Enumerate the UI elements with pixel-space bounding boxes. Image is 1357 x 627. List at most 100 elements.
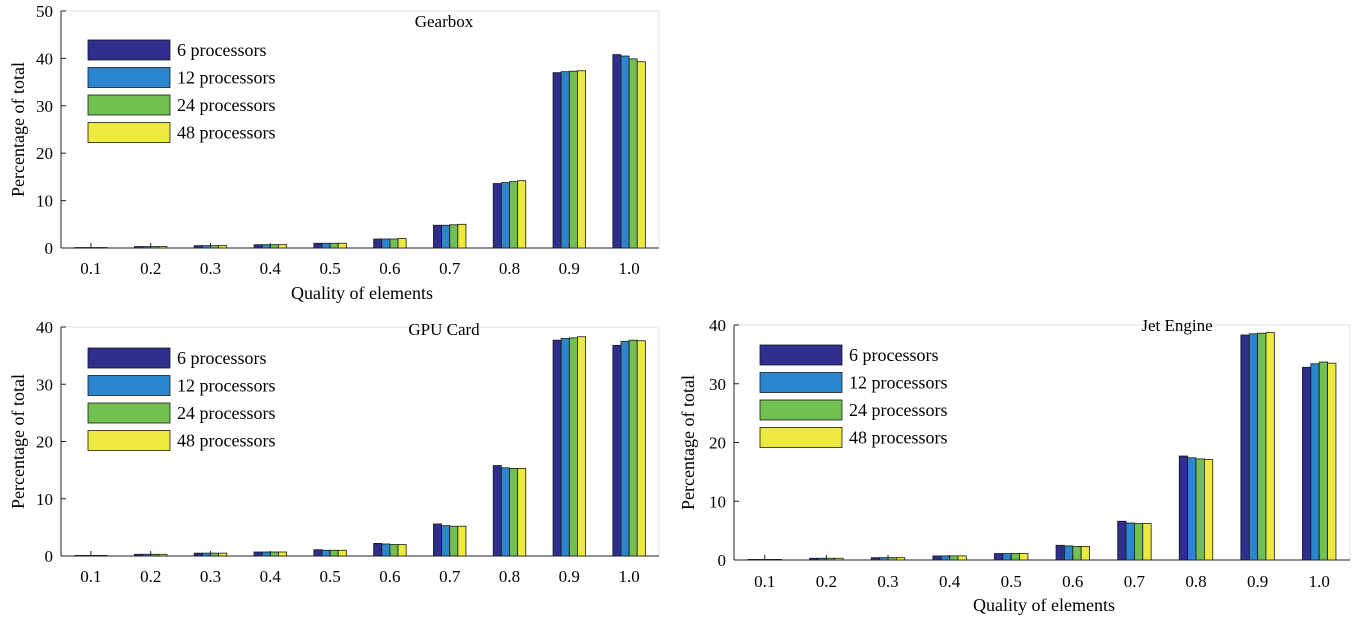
x-tick-label: 0.3 — [200, 567, 221, 586]
bar — [509, 468, 519, 557]
bar — [1064, 545, 1074, 561]
x-tick-label: 0.5 — [319, 259, 340, 278]
bar — [313, 242, 323, 249]
bar — [1203, 459, 1214, 561]
legend-swatch — [759, 427, 843, 448]
bar — [1019, 553, 1029, 561]
bar — [620, 340, 630, 557]
x-tick-label: 0.2 — [816, 572, 837, 591]
x-tick-label: 0.9 — [559, 259, 580, 278]
bar — [552, 339, 562, 557]
bar — [834, 557, 844, 561]
bar — [879, 557, 889, 561]
y-tick-label: 30 — [709, 375, 726, 394]
bar — [1010, 553, 1020, 561]
y-tick-label: 30 — [36, 375, 53, 394]
bar — [509, 181, 519, 249]
bar — [560, 338, 570, 557]
y-axis-label: Percentage of total — [678, 375, 698, 510]
x-tick-label: 1.0 — [1309, 572, 1330, 591]
bar — [628, 339, 638, 557]
bar — [90, 247, 100, 249]
bar — [433, 224, 442, 249]
bar — [389, 238, 399, 249]
bar — [210, 245, 220, 249]
gpu-card-chart-svg: 0 10 20 30 40 0.1 0.2 0.3 0.4 0.5 0.6 0.7 0.8 0.9 1.0 G… — [8, 318, 660, 586]
x-tick-label: 0.3 — [200, 259, 221, 278]
gearbox-chart: 0 10 20 30 40 50 0.1 0.2 0.3 0.4 0.5 0.6 0.7 0.8 0.9 1.… — [0, 0, 680, 310]
x-tick-label: 0.6 — [379, 259, 400, 278]
bar — [500, 467, 510, 557]
bar — [552, 72, 562, 249]
legend-label: 48 processors — [177, 123, 275, 143]
bar — [612, 344, 622, 557]
bar — [253, 551, 263, 557]
bar — [1178, 455, 1189, 561]
bar — [269, 551, 279, 557]
bar — [261, 551, 271, 557]
bar — [870, 557, 881, 561]
bar — [457, 223, 467, 249]
bar — [1072, 546, 1082, 561]
bar — [82, 247, 92, 249]
bar — [98, 555, 108, 557]
bar — [218, 245, 228, 249]
bar — [895, 557, 906, 561]
y-tick-label: 10 — [36, 192, 53, 211]
bar — [994, 553, 1004, 561]
bar — [1265, 332, 1275, 561]
gearbox-chart-svg: 0 10 20 30 40 50 0.1 0.2 0.3 0.4 0.5 0.6 0.7 0.8 0.9 1.… — [8, 2, 660, 303]
bar — [1310, 363, 1320, 561]
bar — [747, 559, 757, 561]
y-tick-label: 0 — [45, 239, 54, 258]
x-tick-label: 0.5 — [1001, 572, 1022, 591]
bar — [577, 336, 586, 557]
legend-swatch — [759, 344, 843, 366]
x-tick-label: 0.7 — [439, 259, 461, 278]
legend-label: 6 processors — [177, 40, 266, 60]
legend-swatch — [87, 39, 171, 61]
x-axis-label: Quality of elements — [973, 595, 1115, 615]
x-tick-label: 1.0 — [618, 567, 639, 586]
bar — [1257, 332, 1267, 561]
bar — [337, 549, 347, 557]
bar — [82, 555, 92, 557]
bar — [449, 525, 459, 557]
bar — [568, 337, 578, 557]
bar — [278, 551, 287, 557]
bar — [150, 246, 160, 249]
bar — [628, 58, 638, 249]
bar — [500, 182, 510, 249]
x-tick-label: 0.4 — [260, 259, 282, 278]
x-tick-label: 0.2 — [140, 259, 161, 278]
bar — [1133, 523, 1144, 561]
bar — [492, 465, 502, 557]
bar — [1080, 546, 1090, 561]
bar — [397, 238, 407, 249]
bar — [764, 559, 774, 561]
x-tick-label: 0.5 — [319, 567, 340, 586]
x-tick-label: 0.8 — [499, 259, 520, 278]
x-tick-label: 0.4 — [939, 572, 961, 591]
bar — [940, 555, 951, 561]
bar — [1195, 458, 1205, 561]
bar — [261, 244, 271, 249]
bar — [321, 242, 331, 249]
bar — [278, 244, 287, 249]
bar — [457, 525, 467, 557]
y-tick-label: 10 — [36, 490, 53, 509]
x-tick-label: 1.0 — [618, 259, 639, 278]
bar — [1302, 366, 1312, 561]
bar — [193, 245, 203, 249]
bar — [74, 555, 84, 557]
legend-swatch — [87, 67, 171, 88]
bar — [492, 183, 502, 249]
legend-swatch — [87, 430, 171, 451]
y-tick-label: 30 — [36, 97, 53, 116]
y-tick-label: 40 — [36, 318, 53, 337]
legend-label: 6 processors — [177, 348, 266, 368]
legend-swatch — [87, 375, 171, 396]
bar — [1117, 520, 1127, 561]
y-tick-label: 0 — [45, 547, 54, 566]
bar — [193, 552, 203, 557]
